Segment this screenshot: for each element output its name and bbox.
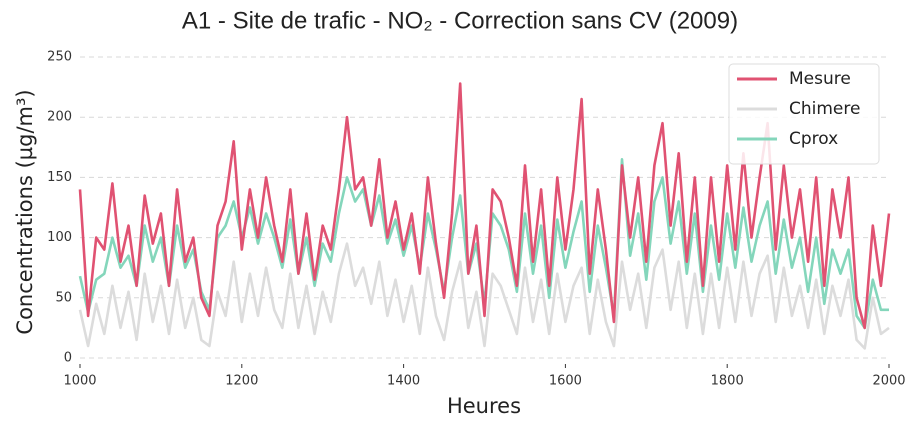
y-tick-label: 150 bbox=[47, 170, 72, 185]
legend-label: Mesure bbox=[789, 69, 851, 89]
y-tick-label: 50 bbox=[55, 290, 72, 305]
y-axis-label: Concentrations (µg/m³) bbox=[13, 89, 37, 334]
chart-title: A1 - Site de trafic - NO₂ - Correction s… bbox=[182, 7, 738, 34]
x-tick-label: 1400 bbox=[387, 374, 420, 389]
x-tick-label: 2000 bbox=[872, 374, 905, 389]
x-tick-label: 1200 bbox=[225, 374, 258, 389]
y-tick-label: 250 bbox=[47, 50, 72, 65]
y-tick-label: 0 bbox=[64, 351, 72, 366]
x-axis-label: Heures bbox=[447, 394, 521, 418]
legend: Mesure Chimere Cprox bbox=[728, 63, 880, 165]
series-line bbox=[78, 82, 891, 330]
x-tick-label: 1000 bbox=[63, 374, 96, 389]
y-tick-label: 200 bbox=[47, 110, 72, 125]
lines bbox=[78, 82, 891, 350]
series-line bbox=[78, 242, 890, 350]
x-tick-label: 1800 bbox=[711, 374, 744, 389]
legend-label: Cprox bbox=[789, 129, 838, 149]
grid: 0 50 100 150 200 250 1000 1200 1400 1600 1800 2000 bbox=[47, 50, 905, 389]
x-tick-label: 1600 bbox=[549, 374, 582, 389]
legend-label: Chimere bbox=[789, 99, 860, 119]
y-tick-label: 100 bbox=[47, 230, 72, 245]
